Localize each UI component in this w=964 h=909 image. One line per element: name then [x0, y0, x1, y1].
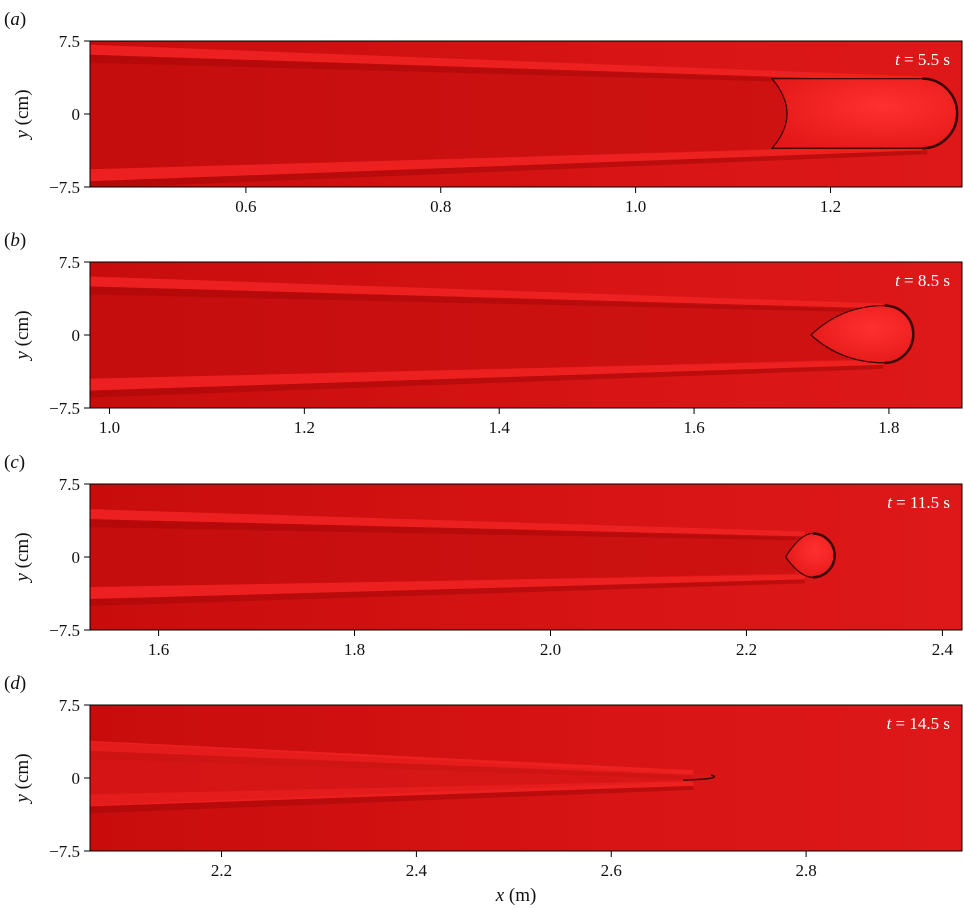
x-tick-label: 2.2: [736, 640, 757, 659]
upper-streak: [90, 276, 884, 309]
time-annotation: t = 8.5 s: [895, 271, 950, 290]
x-tick-label: 1.0: [99, 418, 120, 437]
panel-a: −7.5 0 7.5 0.6 0.8 1.0 1.2 y (cm) (a) t = 5.5 s: [4, 9, 963, 216]
x-tick-label: 1.6: [148, 640, 169, 659]
lower-streak: [90, 145, 928, 182]
y-tick-label: 7.5: [59, 253, 80, 272]
current-head: [770, 78, 958, 149]
x-tick-label: 1.2: [294, 418, 315, 437]
y-tick-label: 0: [72, 105, 81, 124]
current-tip: [90, 741, 716, 806]
y-axis-label: y (cm): [12, 753, 33, 804]
channel-shading: [90, 287, 874, 380]
x-tick-label: 1.8: [344, 640, 365, 659]
panel-b: −7.5 0 7.5 1.0 1.2 1.4 1.6 1.8 y (cm) (b) t = 8.5 …: [4, 230, 963, 437]
x-tick-label: 2.2: [211, 861, 232, 880]
current-field: [90, 509, 836, 606]
upper-streak-shadow: [90, 519, 805, 541]
x-tick-label: 1.2: [820, 197, 841, 216]
time-annotation: t = 14.5 s: [887, 714, 950, 733]
panel-label: (b): [4, 230, 26, 251]
lower-streak-shadow: [90, 150, 928, 187]
time-annotation: t = 11.5 s: [887, 493, 950, 512]
x-tick-label: 2.4: [932, 640, 954, 659]
lower-streak-shadow: [90, 579, 805, 606]
panel-c: −7.5 0 7.5 1.6 1.8 2.0 2.2 2.4 y (cm) (c) t = 11.5…: [4, 452, 963, 659]
panel-d: −7.5 0 7.5 2.2 2.4 2.6 2.8 y (cm) (d) t = 14.5 s x…: [4, 673, 963, 906]
x-tick-label: 2.4: [406, 861, 428, 880]
upper-streak: [90, 509, 805, 537]
y-tick-label: 7.5: [59, 32, 80, 51]
channel-shading: [90, 520, 795, 588]
lower-streak-shadow: [90, 785, 694, 814]
upper-streak-shadow: [90, 54, 928, 86]
panels-group: −7.507.50.6 0.8 1.0 1.2y (cm)(a)t = 5.5 s−7…: [4, 9, 963, 906]
y-tick-label: 0: [72, 326, 81, 345]
x-tick-label: 1.6: [683, 418, 704, 437]
panel-label: (c): [4, 452, 25, 473]
current-field: [90, 44, 959, 187]
channel-shading: [90, 55, 918, 171]
upper-streak: [90, 44, 928, 82]
x-tick-label: 2.6: [601, 861, 622, 880]
y-tick-label: 0: [72, 548, 81, 567]
lower-streak: [90, 574, 805, 599]
y-tick-label: −7.5: [49, 621, 80, 640]
x-tick-label: 2.0: [540, 640, 561, 659]
x-tick-label: 0.6: [235, 197, 256, 216]
lower-streak: [90, 359, 884, 391]
y-axis-label: y (cm): [12, 310, 33, 361]
x-tick-label: 2.8: [795, 861, 816, 880]
y-tick-label: −7.5: [49, 399, 80, 418]
y-tick-label: −7.5: [49, 178, 80, 197]
y-axis-label: y (cm): [12, 89, 33, 140]
panel-label: (a): [4, 9, 26, 30]
x-tick-label: 1.8: [878, 418, 899, 437]
upper-streak-shadow: [90, 286, 884, 313]
lower-streak-shadow: [90, 364, 884, 398]
panel-label: (d): [4, 673, 26, 694]
y-axis-label: y (cm): [12, 532, 33, 583]
x-tick-label: 0.8: [430, 197, 451, 216]
y-tick-label: −7.5: [49, 842, 80, 861]
current-front: [812, 532, 836, 579]
current-front: [884, 304, 915, 365]
x-tick-label: 1.0: [625, 197, 646, 216]
y-tick-label: 0: [72, 769, 81, 788]
y-tick-label: 7.5: [59, 696, 80, 715]
x-axis-label: x (m): [495, 885, 537, 906]
y-tick-label: 7.5: [59, 475, 80, 494]
current-front: [683, 774, 716, 781]
current-field: [90, 740, 716, 814]
x-tick-label: 1.4: [489, 418, 511, 437]
time-annotation: t = 5.5 s: [895, 50, 950, 69]
current-field: [90, 276, 915, 398]
current-front: [922, 77, 959, 150]
